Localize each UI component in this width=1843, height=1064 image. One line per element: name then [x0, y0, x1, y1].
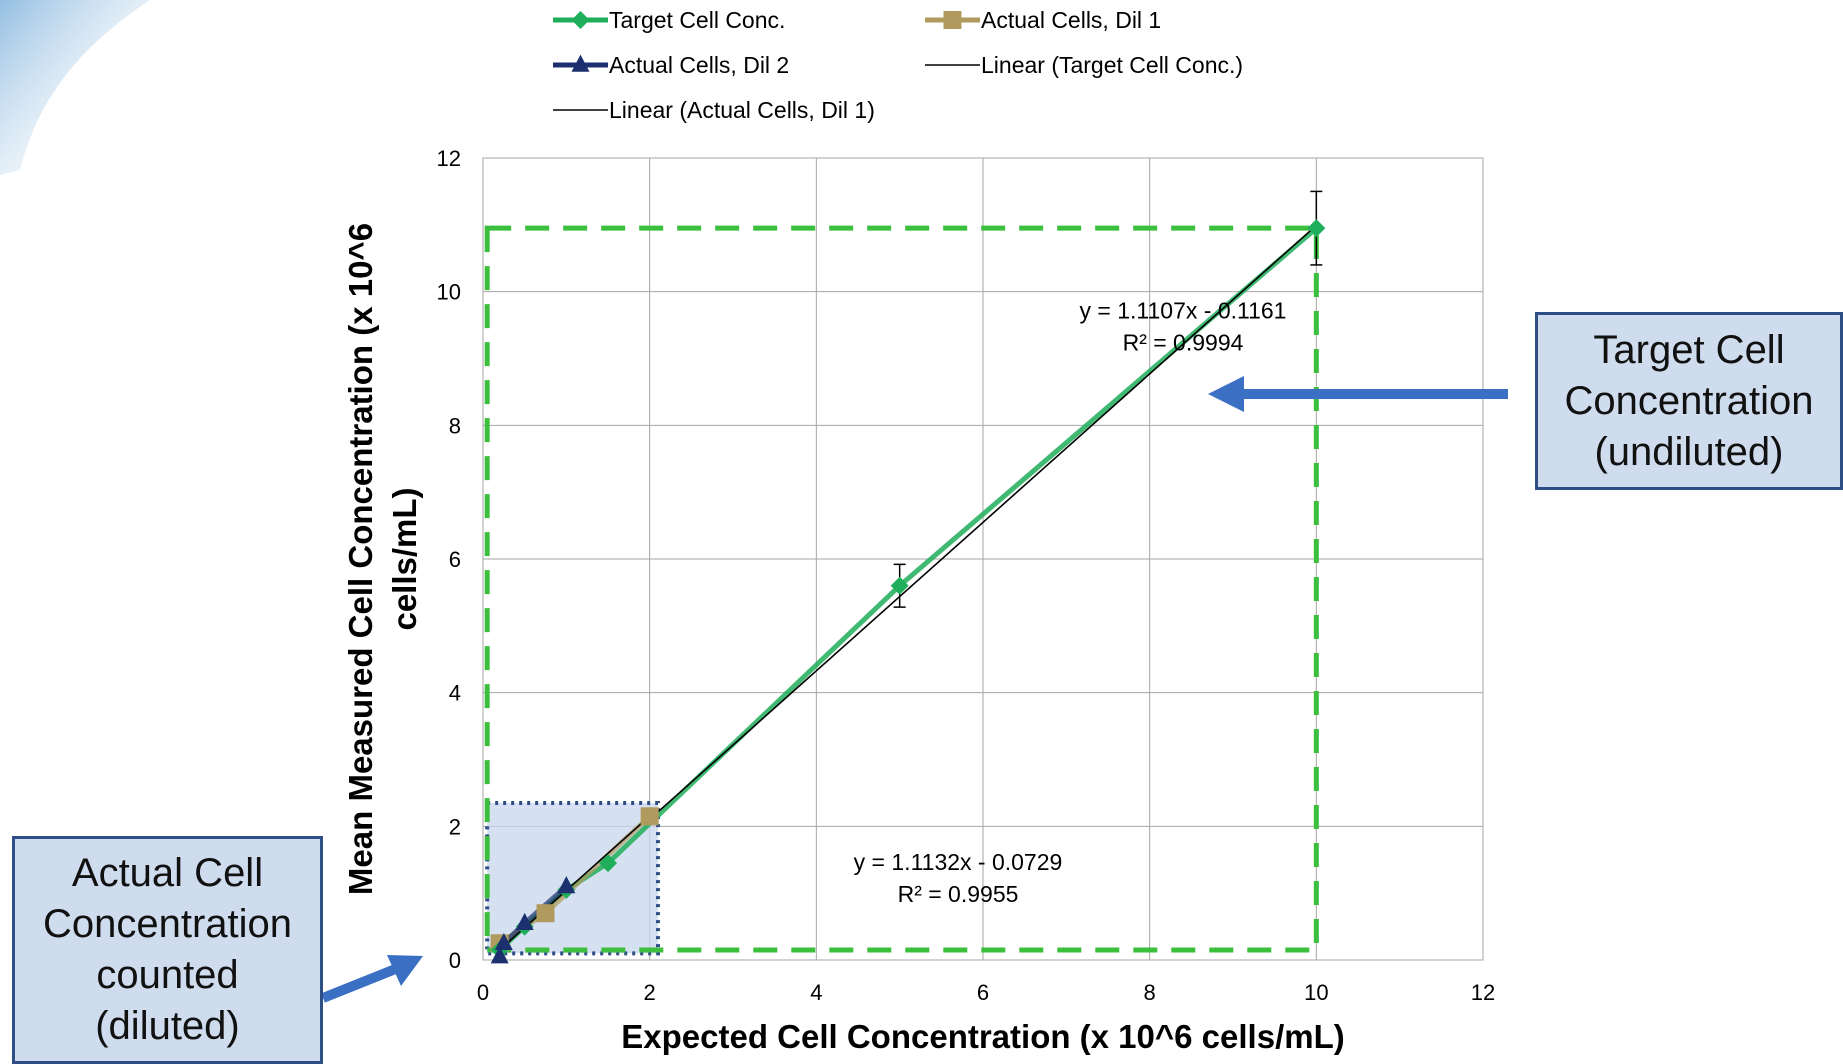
x-tick-label: 6 — [977, 980, 989, 1005]
data-point — [494, 932, 513, 951]
legend-marker — [571, 11, 590, 29]
x-tick-label: 12 — [1471, 980, 1495, 1005]
y-tick-label: 6 — [449, 547, 461, 572]
trendline — [649, 224, 1317, 820]
y-axis-title: Mean Measured Cell Concentration (x 10^6… — [342, 223, 423, 895]
callout-line: Concentration — [1564, 378, 1814, 423]
legend-marker — [943, 11, 962, 29]
trendline-equation: R² = 0.9994 — [1123, 329, 1244, 355]
x-tick-label: 10 — [1304, 980, 1328, 1005]
x-axis-title: Expected Cell Concentration (x 10^6 cell… — [621, 1018, 1345, 1055]
trendline-equation: R² = 0.9955 — [898, 881, 1019, 907]
data-point — [599, 854, 617, 873]
y-tick-label: 4 — [449, 681, 461, 706]
callout-line: (diluted) — [95, 1004, 240, 1048]
legend-label: Actual Cells, Dil 1 — [981, 7, 1161, 33]
callout-line: (undiluted) — [1594, 429, 1784, 474]
trendline-equation: y = 1.1107x - 0.1161 — [1080, 297, 1287, 323]
actual-concentration-callout: Actual Cell Concentration counted (dilut… — [12, 836, 323, 1064]
corner-swoosh-decoration — [0, 0, 150, 175]
target-concentration-callout: Target Cell Concentration (undiluted) — [1535, 312, 1843, 490]
actual-highlight-box — [485, 800, 660, 956]
y-axis-title-line: Mean Measured Cell Concentration (x 10^6 — [342, 223, 379, 895]
data-point — [1307, 219, 1326, 238]
y-tick-label: 12 — [437, 146, 461, 171]
x-tick-label: 0 — [477, 980, 489, 1005]
arrow-up-right-icon — [387, 955, 423, 986]
legend-label: Linear (Actual Cells, Dil 1) — [609, 97, 875, 123]
callout-line: Target Cell — [1593, 327, 1785, 372]
data-point — [490, 946, 509, 964]
x-tick-label: 8 — [1144, 980, 1156, 1005]
x-tick-label: 4 — [810, 980, 822, 1005]
legend-label: Actual Cells, Dil 2 — [609, 52, 789, 78]
y-tick-label: 0 — [449, 948, 461, 973]
data-point — [536, 904, 555, 923]
data-point — [557, 876, 576, 894]
callout-line: Actual Cell — [71, 851, 264, 895]
callout-line: Concentration — [42, 902, 293, 946]
legend-label: Target Cell Conc. — [609, 7, 785, 33]
y-tick-label: 2 — [449, 814, 461, 839]
arrow-left-icon — [1208, 376, 1244, 412]
callout-line: counted — [96, 953, 239, 997]
trendline-equation: y = 1.1132x - 0.0729 — [854, 849, 1063, 875]
data-point — [515, 912, 534, 930]
legend-marker — [571, 54, 590, 72]
legend-label: Linear (Target Cell Conc.) — [981, 52, 1243, 78]
x-tick-label: 2 — [644, 980, 656, 1005]
y-tick-label: 8 — [449, 413, 461, 438]
target-highlight-box — [484, 225, 1319, 953]
data-point — [640, 807, 659, 826]
y-axis-title-line: cells/mL) — [386, 487, 423, 630]
y-tick-label: 10 — [437, 280, 461, 305]
data-point — [890, 576, 909, 595]
arrow-shaft — [321, 963, 400, 1003]
